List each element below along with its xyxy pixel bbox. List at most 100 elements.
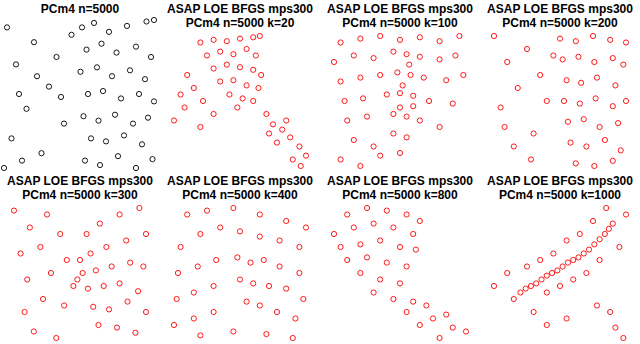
point	[358, 242, 363, 247]
point	[524, 46, 529, 51]
subtitle: PCm4 n=5000 k=800	[342, 188, 458, 202]
point	[191, 85, 196, 90]
point	[253, 53, 258, 58]
point	[97, 221, 102, 226]
point	[338, 40, 343, 45]
point	[391, 131, 396, 136]
point	[551, 53, 556, 58]
point	[38, 244, 43, 249]
point	[133, 44, 138, 49]
point	[421, 75, 426, 80]
point	[364, 255, 369, 260]
point	[237, 229, 242, 234]
point	[284, 218, 289, 223]
point	[297, 144, 302, 149]
point	[404, 309, 409, 314]
point	[502, 124, 507, 129]
point	[91, 304, 96, 309]
point	[121, 133, 126, 138]
points	[491, 33, 628, 168]
point	[237, 65, 242, 70]
point	[408, 72, 413, 77]
panel: PCm4 n=5000	[1, 2, 156, 171]
point	[584, 144, 589, 149]
point	[88, 251, 93, 256]
point	[62, 303, 67, 308]
panel: ASAP LOE BFGS mps300PCm4 n=5000 k=100	[327, 2, 473, 169]
point	[453, 53, 458, 58]
point	[195, 264, 200, 269]
point	[1, 165, 6, 170]
point	[391, 225, 396, 230]
point	[391, 49, 396, 54]
point	[592, 59, 597, 64]
point	[54, 335, 59, 340]
point	[117, 281, 122, 286]
point	[371, 290, 376, 295]
point	[444, 78, 449, 83]
point	[417, 218, 422, 223]
point	[231, 329, 236, 334]
point	[463, 329, 468, 334]
subtitle: PCm4 n=5000 k=200	[502, 16, 618, 30]
point	[590, 33, 595, 38]
point	[25, 277, 30, 282]
point	[397, 91, 402, 96]
point	[16, 91, 21, 96]
point	[46, 84, 51, 89]
point	[360, 96, 365, 101]
title: ASAP LOE BFGS mps300	[7, 174, 153, 188]
point	[81, 114, 86, 119]
point	[288, 135, 293, 140]
subtitle: PCm4 n=5000 k=1000	[499, 188, 621, 202]
point	[185, 72, 190, 77]
point	[251, 281, 256, 286]
point	[608, 37, 613, 42]
point	[351, 225, 356, 230]
point	[397, 37, 402, 42]
point	[109, 74, 114, 79]
point	[27, 225, 32, 230]
point	[491, 283, 496, 288]
point	[338, 244, 343, 249]
point	[555, 268, 560, 273]
panel: ASAP LOE BFGS mps300PCm4 n=5000 k=400	[167, 174, 313, 341]
point	[118, 96, 123, 101]
point	[106, 29, 111, 34]
point	[211, 111, 216, 116]
point	[342, 98, 347, 103]
point	[251, 67, 256, 72]
point	[104, 244, 109, 249]
point	[618, 148, 623, 153]
point	[371, 144, 376, 149]
title: ASAP LOE BFGS mps300	[327, 174, 473, 188]
point	[114, 50, 119, 55]
point	[11, 208, 16, 213]
point	[586, 247, 591, 252]
point	[518, 290, 523, 295]
point	[200, 98, 205, 103]
point	[528, 157, 533, 162]
point	[378, 153, 383, 158]
point	[404, 52, 409, 57]
point	[397, 244, 402, 249]
title: ASAP LOE BFGS mps300	[167, 174, 313, 188]
point	[97, 162, 102, 167]
point	[251, 35, 256, 40]
point	[139, 142, 144, 147]
point	[58, 231, 63, 236]
point	[211, 309, 216, 314]
point	[597, 237, 602, 242]
point	[579, 80, 584, 85]
point	[19, 158, 24, 163]
point	[235, 105, 240, 110]
point	[82, 158, 87, 163]
point	[528, 283, 533, 288]
points	[171, 33, 308, 168]
point	[571, 277, 576, 282]
point	[284, 286, 289, 291]
point	[411, 93, 416, 98]
point	[237, 36, 242, 41]
point	[621, 62, 626, 67]
point	[198, 333, 203, 338]
